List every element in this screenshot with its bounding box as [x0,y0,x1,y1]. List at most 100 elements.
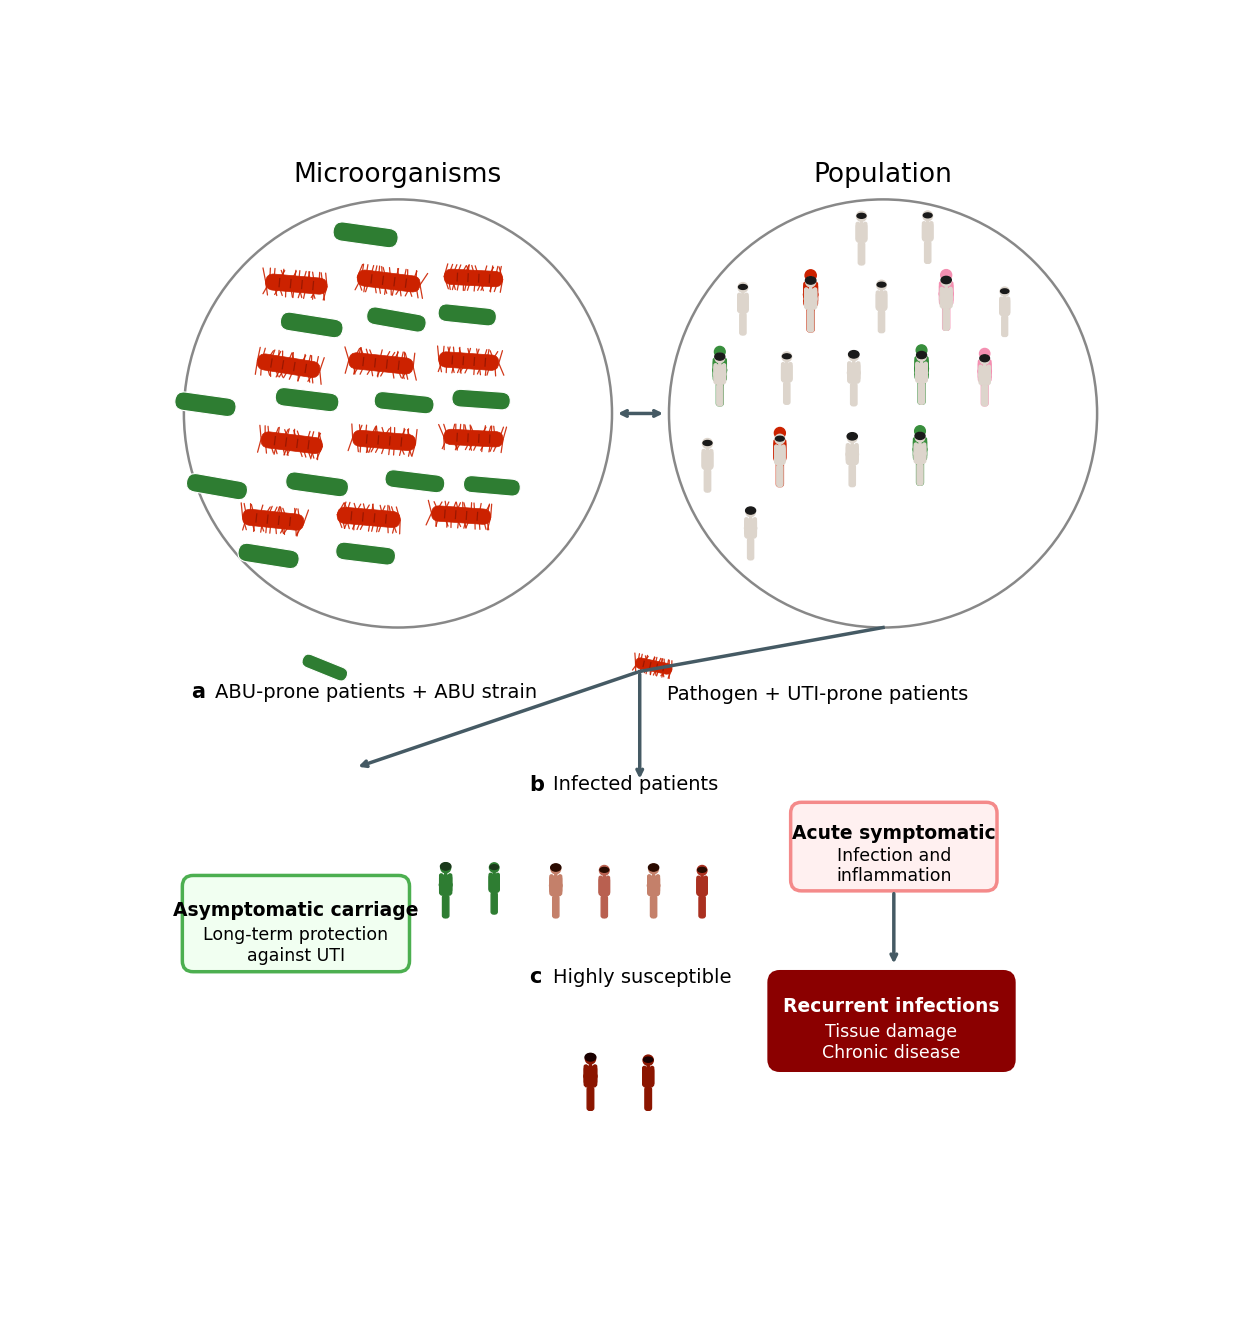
Text: Recurrent infections: Recurrent infections [783,997,999,1016]
FancyBboxPatch shape [491,892,496,914]
FancyBboxPatch shape [861,242,864,264]
FancyBboxPatch shape [978,360,982,378]
FancyBboxPatch shape [348,353,413,374]
FancyBboxPatch shape [555,874,557,876]
FancyBboxPatch shape [718,384,723,406]
FancyBboxPatch shape [918,382,923,404]
Circle shape [600,866,610,875]
Text: Tissue damage
Chronic disease: Tissue damage Chronic disease [822,1024,960,1062]
FancyBboxPatch shape [445,270,502,287]
Circle shape [752,526,757,531]
FancyBboxPatch shape [738,295,748,312]
FancyBboxPatch shape [921,380,926,404]
FancyBboxPatch shape [945,280,947,283]
FancyBboxPatch shape [242,509,304,530]
FancyBboxPatch shape [851,382,856,406]
Circle shape [942,276,950,287]
FancyBboxPatch shape [175,392,236,417]
Circle shape [643,1054,653,1065]
FancyBboxPatch shape [782,363,784,380]
FancyBboxPatch shape [923,444,926,459]
Circle shape [853,452,858,457]
FancyBboxPatch shape [718,381,723,406]
Ellipse shape [551,863,561,871]
Circle shape [647,883,653,888]
FancyBboxPatch shape [940,287,943,304]
FancyBboxPatch shape [490,875,500,892]
FancyBboxPatch shape [657,875,659,892]
Circle shape [654,883,659,888]
Circle shape [985,368,992,374]
FancyBboxPatch shape [786,382,789,404]
FancyBboxPatch shape [704,876,707,894]
Circle shape [804,296,809,301]
FancyBboxPatch shape [809,307,814,332]
FancyBboxPatch shape [949,282,953,301]
Ellipse shape [714,353,724,360]
Circle shape [746,507,756,517]
FancyBboxPatch shape [182,875,410,972]
FancyBboxPatch shape [585,1065,587,1084]
FancyBboxPatch shape [555,895,558,918]
Circle shape [917,352,927,361]
Ellipse shape [698,867,707,872]
FancyBboxPatch shape [852,442,853,445]
Circle shape [586,1053,596,1064]
FancyBboxPatch shape [442,895,447,918]
Ellipse shape [776,436,784,441]
FancyBboxPatch shape [600,878,610,895]
FancyBboxPatch shape [590,1086,593,1110]
FancyBboxPatch shape [709,449,713,467]
Circle shape [922,365,928,372]
Circle shape [550,883,555,888]
FancyBboxPatch shape [336,542,396,566]
FancyBboxPatch shape [652,874,654,876]
FancyBboxPatch shape [651,895,654,918]
FancyBboxPatch shape [723,359,727,377]
FancyBboxPatch shape [983,385,988,406]
FancyBboxPatch shape [550,875,553,892]
FancyBboxPatch shape [927,242,931,263]
FancyBboxPatch shape [923,222,926,239]
Text: Asymptomatic carriage: Asymptomatic carriage [174,900,418,919]
FancyBboxPatch shape [982,385,985,406]
FancyBboxPatch shape [440,874,443,891]
Text: Infected patients: Infected patients [553,776,718,794]
Circle shape [648,865,658,874]
FancyBboxPatch shape [550,876,562,895]
Ellipse shape [1000,290,1009,293]
FancyBboxPatch shape [804,290,817,309]
FancyBboxPatch shape [944,305,949,331]
FancyBboxPatch shape [742,312,746,335]
Circle shape [184,199,612,628]
FancyBboxPatch shape [999,299,1009,316]
Circle shape [803,291,809,297]
FancyBboxPatch shape [813,288,817,305]
Ellipse shape [490,865,498,870]
FancyBboxPatch shape [697,878,707,895]
FancyBboxPatch shape [647,1086,652,1110]
Circle shape [721,367,727,373]
Circle shape [985,373,990,378]
FancyBboxPatch shape [849,465,853,486]
Ellipse shape [648,863,658,871]
Circle shape [940,295,945,301]
Ellipse shape [782,353,791,359]
Circle shape [669,199,1097,628]
FancyBboxPatch shape [853,361,854,364]
FancyBboxPatch shape [717,381,722,406]
Circle shape [557,883,562,888]
FancyBboxPatch shape [943,308,948,331]
Circle shape [714,347,726,357]
Ellipse shape [916,433,926,440]
Ellipse shape [940,276,952,284]
Circle shape [697,866,707,875]
Circle shape [812,291,818,297]
FancyBboxPatch shape [496,874,500,890]
FancyBboxPatch shape [714,364,717,381]
Circle shape [738,283,748,292]
Ellipse shape [847,433,857,440]
FancyBboxPatch shape [713,359,717,377]
FancyBboxPatch shape [917,461,922,485]
FancyBboxPatch shape [984,364,985,367]
